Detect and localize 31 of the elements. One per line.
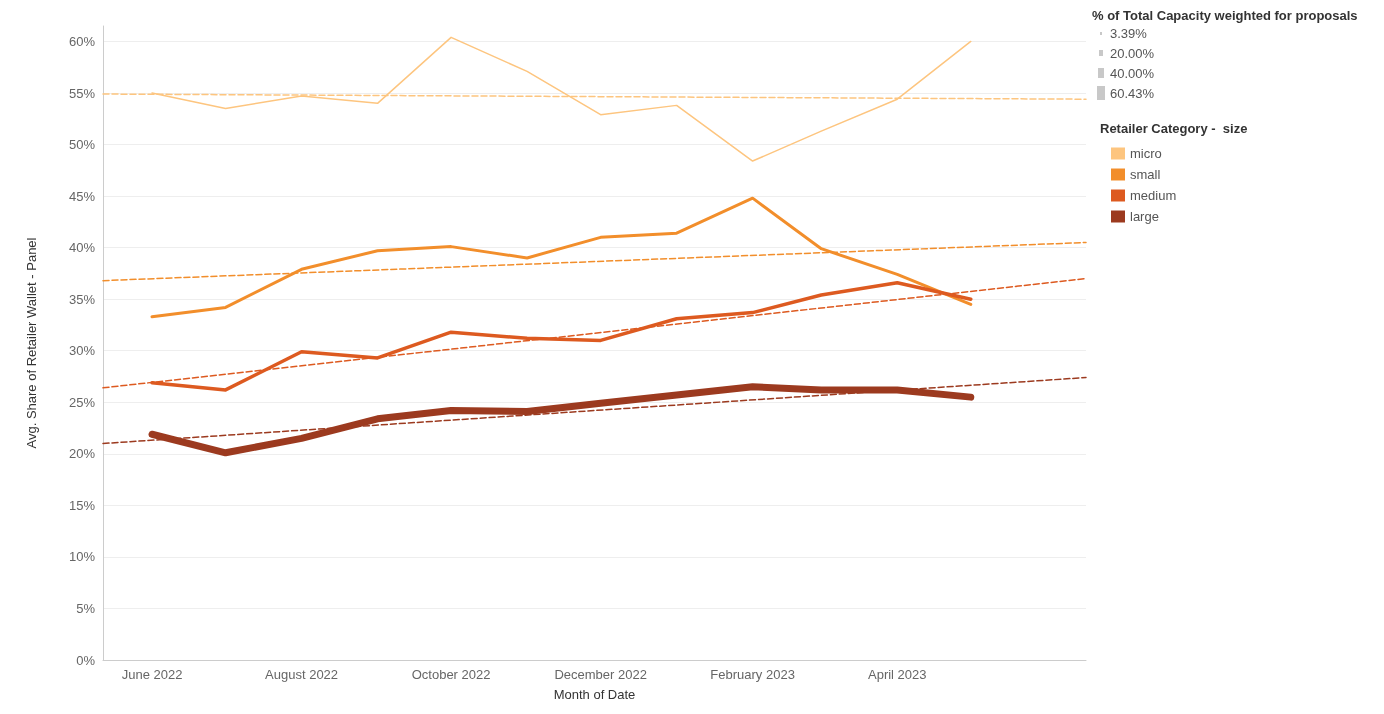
- y-tick-label: 15%: [68, 497, 96, 513]
- x-tick-label: December 2022: [554, 667, 647, 682]
- text: 40.00%: [1110, 65, 1155, 81]
- text: % of Total Capacity weighted for proposals: [1092, 8, 1358, 23]
- y-tick-label: 60%: [68, 33, 96, 49]
- y-tick-label: 30%: [68, 343, 96, 359]
- y-tick-label: 40%: [68, 240, 96, 256]
- text: 60.43%: [1110, 85, 1155, 101]
- y-tick-label: 20%: [68, 446, 96, 462]
- legend-label: micro: [1130, 146, 1162, 161]
- legend-label: large: [1130, 209, 1159, 224]
- y-tick-label: 5%: [76, 600, 96, 616]
- text: 20.00%: [1110, 45, 1155, 61]
- y-tick-label: 25%: [68, 394, 96, 410]
- x-tick-label: April 2023: [867, 667, 927, 682]
- x-tick-label: February 2023: [710, 667, 795, 682]
- y-tick-label: 0%: [76, 652, 96, 668]
- y-tick-label: 55%: [68, 85, 96, 101]
- x-tick-label: August 2022: [265, 667, 339, 682]
- y-tick-label: 50%: [68, 137, 96, 153]
- x-tick-label: June 2022: [121, 667, 183, 682]
- legend-label: small: [1130, 167, 1161, 182]
- y-tick-label: 10%: [68, 549, 96, 565]
- x-axis-title: Month of Date: [553, 687, 636, 702]
- y-tick-label: 35%: [68, 291, 96, 307]
- legend-title: Retailer Category - size: [1100, 121, 1248, 136]
- y-axis-title: Avg. Share of Retailer Wallet - Panel: [24, 237, 39, 449]
- y-tick-label: 45%: [68, 188, 96, 204]
- legend-label: medium: [1130, 188, 1177, 203]
- x-tick-label: October 2022: [411, 667, 491, 682]
- text: 3.39%: [1110, 25, 1147, 41]
